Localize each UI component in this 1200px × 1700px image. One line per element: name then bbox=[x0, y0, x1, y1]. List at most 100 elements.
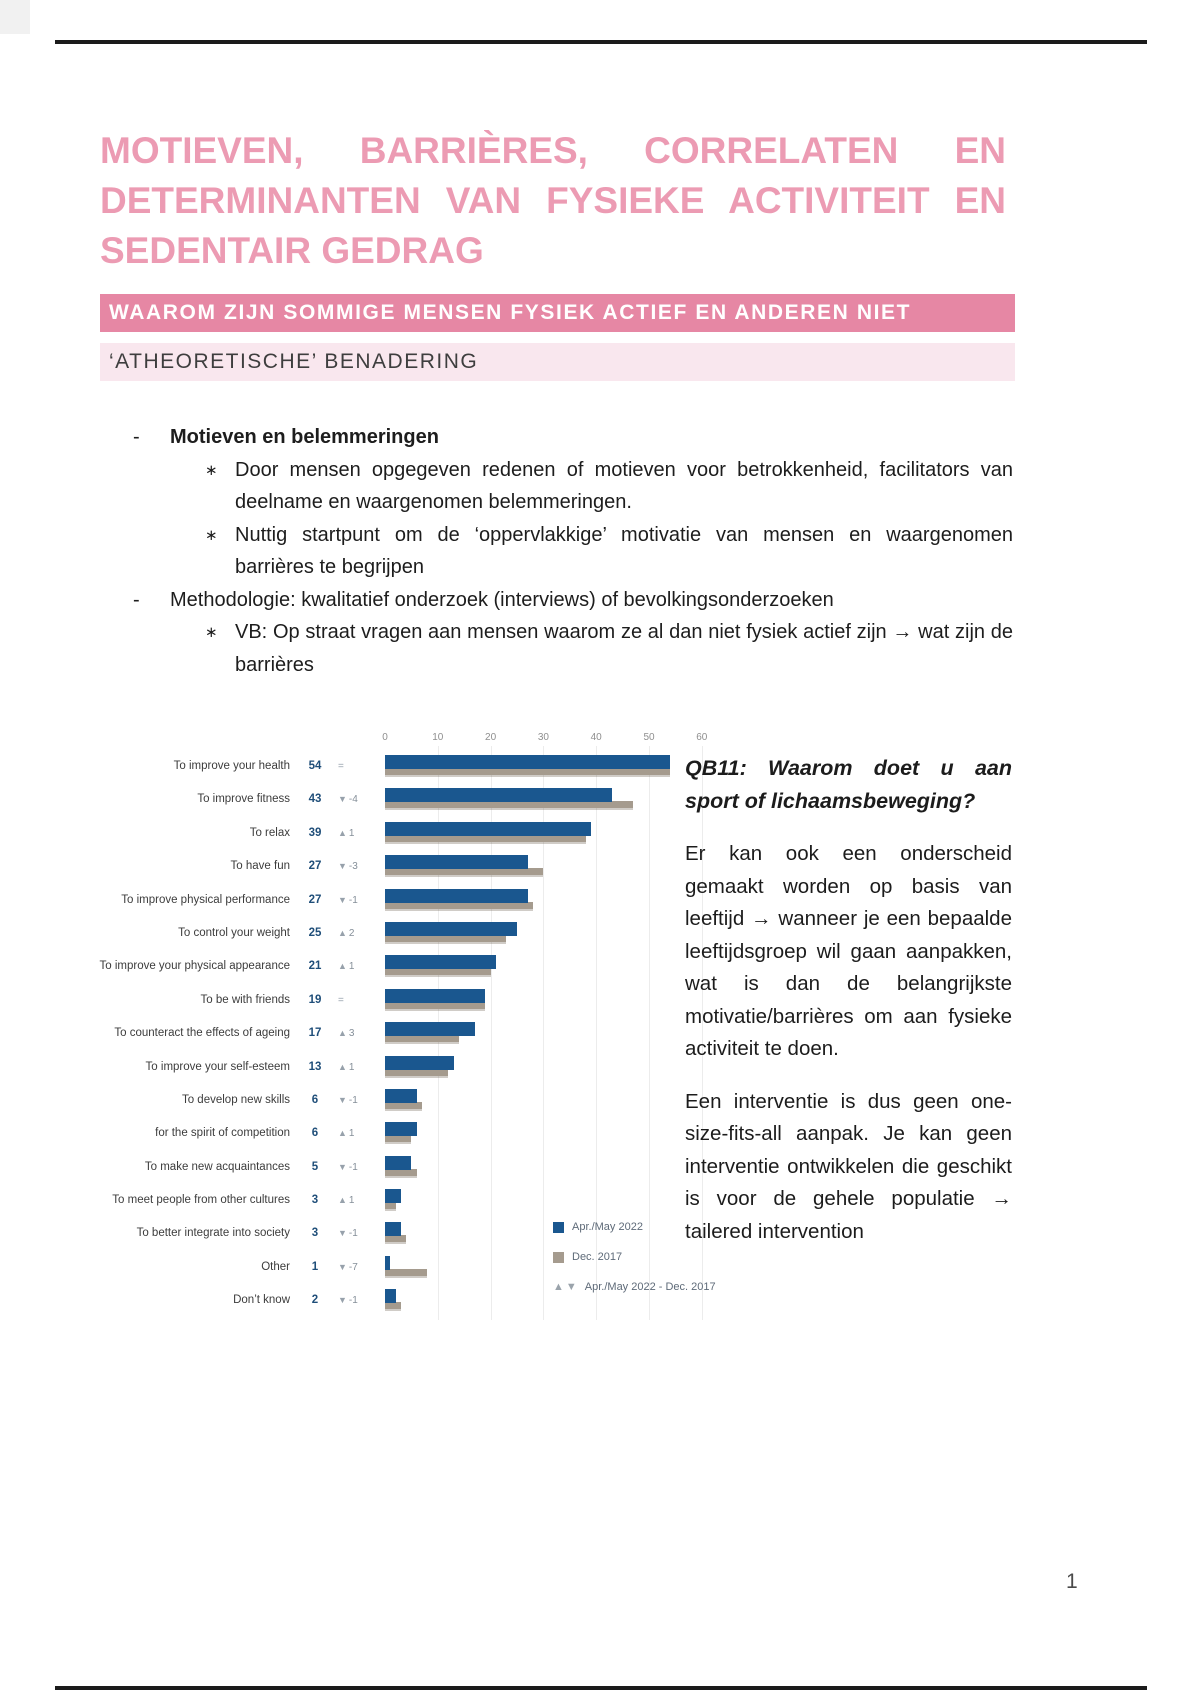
bar-dec-2017 bbox=[385, 934, 507, 942]
chart-rows: To improve your health 54 = To improve fitn… bbox=[95, 750, 735, 1318]
chart-row: To control your weight 25 ▲ 2 bbox=[95, 917, 735, 950]
chart-category-label: To develop new skills bbox=[181, 1093, 290, 1106]
bar-apr-may-2022 bbox=[385, 988, 486, 1003]
bar-apr-may-2022 bbox=[385, 1055, 454, 1070]
chart-category-label: To meet people from other cultures bbox=[112, 1194, 290, 1207]
chart-category-label: To be with friends bbox=[200, 993, 291, 1006]
bar-apr-may-2022 bbox=[385, 1155, 412, 1170]
chart-legend: Apr./May 2022 Dec. 2017 ▲▼ Apr./May 2022… bbox=[553, 1217, 716, 1307]
list-item: - Motieven en belemmeringen bbox=[100, 421, 1015, 454]
list-subitem: ∗ Door mensen opgegeven redenen of motie… bbox=[100, 454, 1015, 519]
chart-delta-indicator: ▼ -1 bbox=[330, 1151, 385, 1184]
bar-dec-2017 bbox=[385, 1302, 401, 1310]
delta-value: -3 bbox=[348, 861, 358, 873]
asterisk-bullet-icon: ∗ bbox=[205, 624, 218, 641]
triangle-up-icon: ▲ bbox=[338, 961, 347, 972]
chart-delta-indicator: ▼ -4 bbox=[330, 783, 385, 816]
chart-value-2022: 5 bbox=[311, 1160, 319, 1173]
triangle-up-icon: ▲ bbox=[338, 1061, 347, 1072]
delta-value: 3 bbox=[348, 1028, 355, 1040]
bar-dec-2017 bbox=[385, 1168, 417, 1176]
legend-item: Apr./May 2022 bbox=[553, 1217, 716, 1237]
chart-delta-indicator: ▼ -7 bbox=[330, 1251, 385, 1284]
bullet-list: - Motieven en belemmeringen ∗ Door mense… bbox=[100, 421, 1015, 681]
bar-dec-2017 bbox=[385, 901, 533, 909]
x-axis-tick-label: 20 bbox=[485, 732, 497, 743]
chart-delta-indicator: ▲ 1 bbox=[330, 1051, 385, 1084]
legend-label: Dec. 2017 bbox=[572, 1251, 623, 1263]
right-text-column: QB11: Waarom doet u aan sport of lichaam… bbox=[685, 752, 1012, 1248]
chart-delta-indicator: ▼ -1 bbox=[330, 1217, 385, 1250]
page-title: MOTIEVEN, BARRIÈRES, CORRELATEN EN DETER… bbox=[100, 126, 1006, 276]
triangle-down-icon: ▼ bbox=[338, 1228, 347, 1239]
bar-dec-2017 bbox=[385, 1235, 407, 1243]
question-heading-line: sport of lichaamsbeweging? bbox=[685, 789, 976, 813]
list-subitem: ∗ VB: Op straat vragen aan mensen waarom… bbox=[100, 616, 1015, 681]
x-axis-tick-label: 0 bbox=[382, 732, 388, 743]
chart-row: To have fun 27 ▼ -3 bbox=[95, 850, 735, 883]
triangle-down-icon: ▼ bbox=[338, 1295, 347, 1306]
chart-bars bbox=[385, 1151, 735, 1184]
dash-bullet-icon: - bbox=[133, 426, 140, 448]
bar-dec-2017 bbox=[385, 1101, 422, 1109]
chart-category-label: To make new acquaintances bbox=[144, 1160, 290, 1173]
bar-apr-may-2022 bbox=[385, 1022, 475, 1037]
x-axis-tick-label: 40 bbox=[590, 732, 602, 743]
chart-value-2022: 17 bbox=[308, 1027, 322, 1040]
chart-bars bbox=[385, 884, 735, 917]
chart-row: Other 1 ▼ -7 bbox=[95, 1251, 735, 1284]
chart-row: To make new acquaintances 5 ▼ -1 bbox=[95, 1151, 735, 1184]
x-axis-tick-label: 30 bbox=[537, 732, 549, 743]
bar-dec-2017 bbox=[385, 1135, 412, 1143]
asterisk-bullet-icon: ∗ bbox=[205, 461, 218, 479]
chart-bars bbox=[385, 950, 735, 983]
page-title-line: MOTIEVEN, BARRIÈRES, CORRELATEN EN bbox=[100, 130, 1006, 171]
delta-value: 2 bbox=[348, 927, 355, 939]
delta-value: -1 bbox=[348, 1295, 358, 1307]
delta-value: -1 bbox=[348, 1094, 358, 1106]
chart-bars bbox=[385, 917, 735, 950]
bar-apr-may-2022 bbox=[385, 821, 591, 836]
bar-apr-may-2022 bbox=[385, 955, 496, 970]
chart-bars bbox=[385, 1117, 735, 1150]
chart-delta-indicator: = bbox=[330, 750, 385, 783]
chart-row: To relax 39 ▲ 1 bbox=[95, 817, 735, 850]
bar-apr-may-2022 bbox=[385, 1088, 417, 1103]
list-subitem-text: Door mensen opgegeven redenen of motieve… bbox=[235, 458, 1013, 514]
chart-bars bbox=[385, 817, 735, 850]
chart-category-label: To better integrate into society bbox=[136, 1227, 290, 1240]
chart-category-label: To improve physical performance bbox=[121, 893, 290, 906]
x-axis-tick-label: 10 bbox=[432, 732, 444, 743]
chart-row: To counteract the effects of ageing 17 ▲ 3 bbox=[95, 1017, 735, 1050]
question-heading: QB11: Waarom doet u aan sport of lichaam… bbox=[685, 752, 1012, 818]
gridline bbox=[701, 746, 703, 1320]
gridline bbox=[649, 746, 650, 1320]
chart-value-2022: 54 bbox=[308, 760, 322, 772]
chart-value-2022: 27 bbox=[308, 860, 322, 873]
chart-delta-indicator: ▼ -1 bbox=[330, 1284, 385, 1317]
chart-category-label: for the spirit of competition bbox=[155, 1127, 290, 1140]
delta-value: -1 bbox=[348, 1161, 358, 1173]
triangle-up-icon: ▲ bbox=[338, 1195, 347, 1206]
bar-dec-2017 bbox=[385, 868, 544, 876]
motives-bar-chart: 0 10 20 30 40 50 60 To improve your health 54 = T… bbox=[95, 690, 735, 1350]
bar-dec-2017 bbox=[385, 768, 671, 775]
chart-category-label: To improve your health bbox=[173, 760, 290, 772]
chart-bars bbox=[385, 783, 735, 816]
chart-row: Don’t know 2 ▼ -1 bbox=[95, 1284, 735, 1317]
triangle-up-icon: ▲ bbox=[338, 1128, 347, 1139]
chart-row: To improve fitness 43 ▼ -4 bbox=[95, 783, 735, 816]
chart-bars bbox=[385, 750, 735, 783]
bar-apr-may-2022 bbox=[385, 788, 613, 803]
triangle-up-icon: ▲ bbox=[338, 927, 347, 938]
chart-row: To improve physical performance 27 ▼ -1 bbox=[95, 884, 735, 917]
chart-delta-indicator: ▲ 3 bbox=[330, 1017, 385, 1050]
gray-square-swatch-icon bbox=[553, 1251, 564, 1263]
chart-delta-indicator: ▲ 1 bbox=[330, 817, 385, 850]
triangle-down-icon: ▼ bbox=[338, 1161, 347, 1172]
chart-bars bbox=[385, 1284, 735, 1317]
list-item: - Methodologie: kwalitatief onderzoek (i… bbox=[100, 584, 1015, 617]
gridline bbox=[543, 746, 545, 1320]
chart-delta-indicator: ▼ -3 bbox=[330, 850, 385, 883]
list-item-text: Motieven en belemmeringen bbox=[170, 426, 439, 448]
